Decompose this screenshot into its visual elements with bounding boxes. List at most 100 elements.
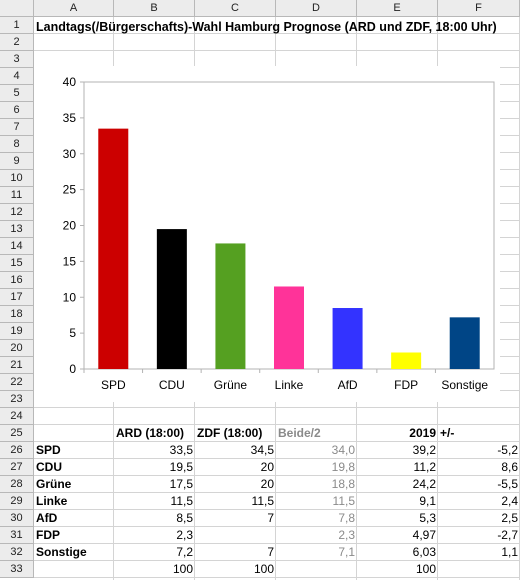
cell-zdf[interactable]: 7 <box>267 511 274 525</box>
row-header-9[interactable]: 9 <box>0 153 34 170</box>
bar-fdp[interactable] <box>391 352 422 369</box>
header-zdf[interactable]: ZDF (18:00) <box>197 426 263 440</box>
column-header-f[interactable]: F <box>438 0 520 17</box>
row-header-22[interactable]: 22 <box>0 374 34 391</box>
header-beide[interactable]: Beide/2 <box>278 426 321 440</box>
total-zdf[interactable]: 100 <box>253 562 274 576</box>
cell-beide[interactable]: 7,8 <box>338 511 355 525</box>
row-header-2[interactable]: 2 <box>0 34 34 51</box>
bar-grüne[interactable] <box>215 243 246 369</box>
cell-2019[interactable]: 24,2 <box>412 477 436 491</box>
cell-beide[interactable]: 7,1 <box>338 545 355 559</box>
row-header-23[interactable]: 23 <box>0 391 34 408</box>
row-header-3[interactable]: 3 <box>0 51 34 68</box>
row-header-14[interactable]: 14 <box>0 238 34 255</box>
row-header-27[interactable]: 27 <box>0 459 34 476</box>
bar-afd[interactable] <box>332 308 363 369</box>
row-header-20[interactable]: 20 <box>0 340 34 357</box>
party-label[interactable]: Grüne <box>36 477 72 491</box>
row-header-30[interactable]: 30 <box>0 510 34 527</box>
bar-chart[interactable]: 0 5 10 15 20 25 30 35 40 SPD CDU Grüne Linke AfD FDP So… <box>34 66 500 402</box>
cell-2019[interactable]: 11,2 <box>413 460 436 474</box>
total-ard[interactable]: 100 <box>172 562 193 576</box>
bar-linke[interactable] <box>274 286 304 369</box>
cell-zdf[interactable]: 20 <box>260 477 274 491</box>
bar-cdu[interactable] <box>156 229 187 369</box>
column-header-e[interactable]: E <box>357 0 438 17</box>
row-header-15[interactable]: 15 <box>0 255 34 272</box>
cell-zdf[interactable]: 34,5 <box>250 443 274 457</box>
header-diff[interactable]: +/- <box>440 426 455 440</box>
party-label[interactable]: Sonstige <box>36 545 87 559</box>
row-header-33[interactable]: 33 <box>0 561 34 578</box>
cell-diff[interactable]: 1,1 <box>501 545 518 559</box>
row-header-10[interactable]: 10 <box>0 170 34 187</box>
row-header-16[interactable]: 16 <box>0 272 34 289</box>
cell-ard[interactable]: 33,5 <box>169 443 193 457</box>
header-2019[interactable]: 2019 <box>409 426 436 440</box>
sheet-title[interactable]: Landtags(/Bürgerschafts)-Wahl Hamburg Pr… <box>36 20 497 34</box>
row-header-1[interactable]: 1 <box>0 17 34 34</box>
cell-beide[interactable]: 19,8 <box>331 460 355 474</box>
party-label[interactable]: Linke <box>36 494 68 508</box>
cell-diff[interactable]: -5,5 <box>497 477 518 491</box>
party-label[interactable]: CDU <box>36 460 62 474</box>
row-header-12[interactable]: 12 <box>0 204 34 221</box>
cell-2019[interactable]: 9,1 <box>419 494 436 508</box>
row-header-28[interactable]: 28 <box>0 476 34 493</box>
row-header-29[interactable]: 29 <box>0 493 34 510</box>
party-label[interactable]: AfD <box>36 511 58 525</box>
select-all-corner[interactable] <box>0 0 34 17</box>
column-header-a[interactable]: A <box>34 0 114 17</box>
row-header-6[interactable]: 6 <box>0 102 34 119</box>
column-header-c[interactable]: C <box>195 0 276 17</box>
row-header-7[interactable]: 7 <box>0 119 34 136</box>
bar-spd[interactable] <box>98 128 129 369</box>
total-2019[interactable]: 100 <box>415 562 436 576</box>
cell-diff[interactable]: 2,5 <box>501 511 518 525</box>
cell-zdf[interactable]: 11,5 <box>251 494 274 508</box>
column-header-b[interactable]: B <box>114 0 195 17</box>
cell-zdf[interactable]: 20 <box>260 460 274 474</box>
row-header-26[interactable]: 26 <box>0 442 34 459</box>
cell-zdf[interactable] <box>195 527 276 544</box>
bar-sonstige[interactable] <box>449 317 480 369</box>
cell-2019[interactable]: 6,03 <box>412 545 436 559</box>
cell-2019[interactable]: 5,3 <box>419 511 436 525</box>
row-header-17[interactable]: 17 <box>0 289 34 306</box>
cell-ard[interactable]: 11,5 <box>170 494 193 508</box>
row-header-5[interactable]: 5 <box>0 85 34 102</box>
cell-2019[interactable]: 39,2 <box>412 443 436 457</box>
row-header-13[interactable]: 13 <box>0 221 34 238</box>
row-header-32[interactable]: 32 <box>0 544 34 561</box>
row-header-19[interactable]: 19 <box>0 323 34 340</box>
cell-zdf[interactable]: 7 <box>267 545 274 559</box>
cell-beide[interactable]: 34,0 <box>331 443 355 457</box>
cell-ard[interactable]: 19,5 <box>169 460 193 474</box>
party-label[interactable]: FDP <box>36 528 60 542</box>
cell-beide[interactable]: 2,3 <box>338 528 355 542</box>
cell-diff[interactable]: 2,4 <box>501 494 518 508</box>
row-header-31[interactable]: 31 <box>0 527 34 544</box>
party-label[interactable]: SPD <box>36 443 61 457</box>
cell-2019[interactable]: 4,97 <box>412 528 436 542</box>
row-header-24[interactable]: 24 <box>0 408 34 425</box>
header-ard[interactable]: ARD (18:00) <box>116 426 185 440</box>
cell-diff[interactable]: 8,6 <box>501 460 518 474</box>
cell-beide[interactable]: 11,5 <box>332 494 355 508</box>
cell-ard[interactable]: 17,5 <box>169 477 193 491</box>
row-header-25[interactable]: 25 <box>0 425 34 442</box>
row-header-11[interactable]: 11 <box>0 187 34 204</box>
cell-ard[interactable]: 2,3 <box>176 528 193 542</box>
cell-ard[interactable]: 8,5 <box>176 511 193 525</box>
cell-beide[interactable]: 18,8 <box>331 477 355 491</box>
row-header-8[interactable]: 8 <box>0 136 34 153</box>
row-header-21[interactable]: 21 <box>0 357 34 374</box>
row-header-4[interactable]: 4 <box>0 68 34 85</box>
cell-diff[interactable]: -2,7 <box>497 528 518 542</box>
cell-diff[interactable]: -5,2 <box>497 443 518 457</box>
cell-ard[interactable]: 7,2 <box>176 545 193 559</box>
row-header-18[interactable]: 18 <box>0 306 34 323</box>
column-header-d[interactable]: D <box>276 0 357 17</box>
